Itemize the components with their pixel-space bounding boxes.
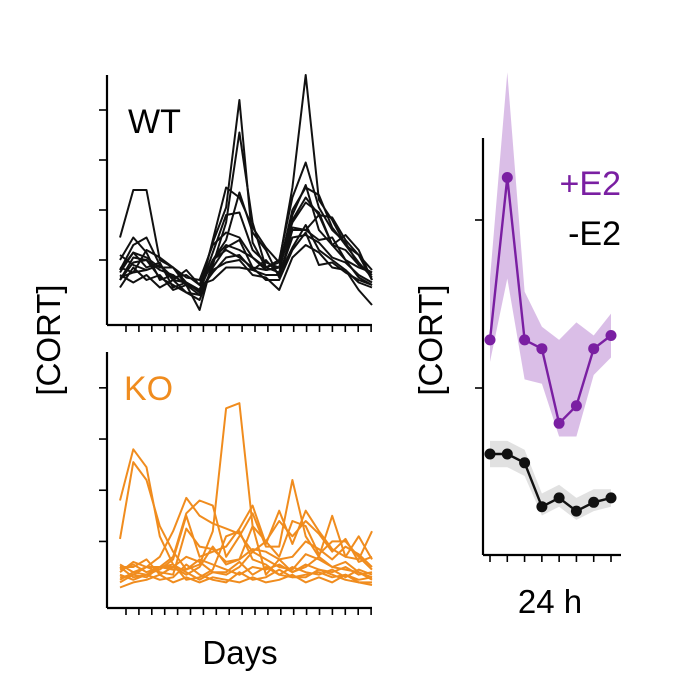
wt-trace-10	[119, 224, 373, 291]
ko-trace-4	[119, 479, 373, 579]
e2-plus-point	[570, 400, 582, 412]
wt-trace-6	[119, 196, 373, 281]
e2-plus-point	[605, 330, 617, 341]
e2-plus-point	[484, 334, 496, 346]
wt-annotation: WT	[128, 103, 181, 141]
ko-trace-10	[119, 563, 373, 584]
ko-trace-8	[120, 550, 373, 579]
e2-plus-point	[536, 343, 548, 355]
e2-minus-point	[570, 505, 582, 517]
e2-minus-point	[588, 496, 600, 508]
ko-annotation: KO	[124, 370, 173, 408]
left-y-axis-label: [CORT]	[30, 284, 67, 395]
legend-e2-minus: -E2	[568, 215, 621, 253]
ko-panel	[99, 352, 373, 615]
e2-minus-point	[519, 457, 531, 469]
wt-trace-11	[119, 244, 373, 306]
e2-plus-point	[588, 343, 600, 355]
e2-minus-point	[605, 492, 617, 504]
e2-plus-error-band	[490, 72, 611, 437]
legend-e2-plus: +E2	[560, 165, 621, 203]
e2-plus-point	[501, 172, 513, 183]
e2-minus-point	[484, 448, 496, 460]
hours-axis-label: 24 h	[518, 583, 582, 620]
e2-minus-point	[536, 501, 548, 513]
e2-panel	[475, 72, 621, 562]
ko-trace-3	[119, 496, 373, 574]
ko-trace-11	[119, 558, 373, 576]
wt-trace-12	[119, 234, 373, 286]
ko-trace-12	[119, 573, 373, 589]
e2-plus-line	[488, 177, 612, 426]
right-y-axis-label: [CORT]	[412, 284, 449, 395]
wt-trace-7	[119, 184, 373, 291]
days-axis-label: Days	[202, 634, 277, 671]
wt-panel	[99, 74, 373, 332]
e2-minus-point	[553, 492, 565, 504]
e2-minus-point	[501, 448, 513, 460]
e2-plus-point	[553, 417, 565, 429]
e2-plus-point	[519, 334, 531, 346]
